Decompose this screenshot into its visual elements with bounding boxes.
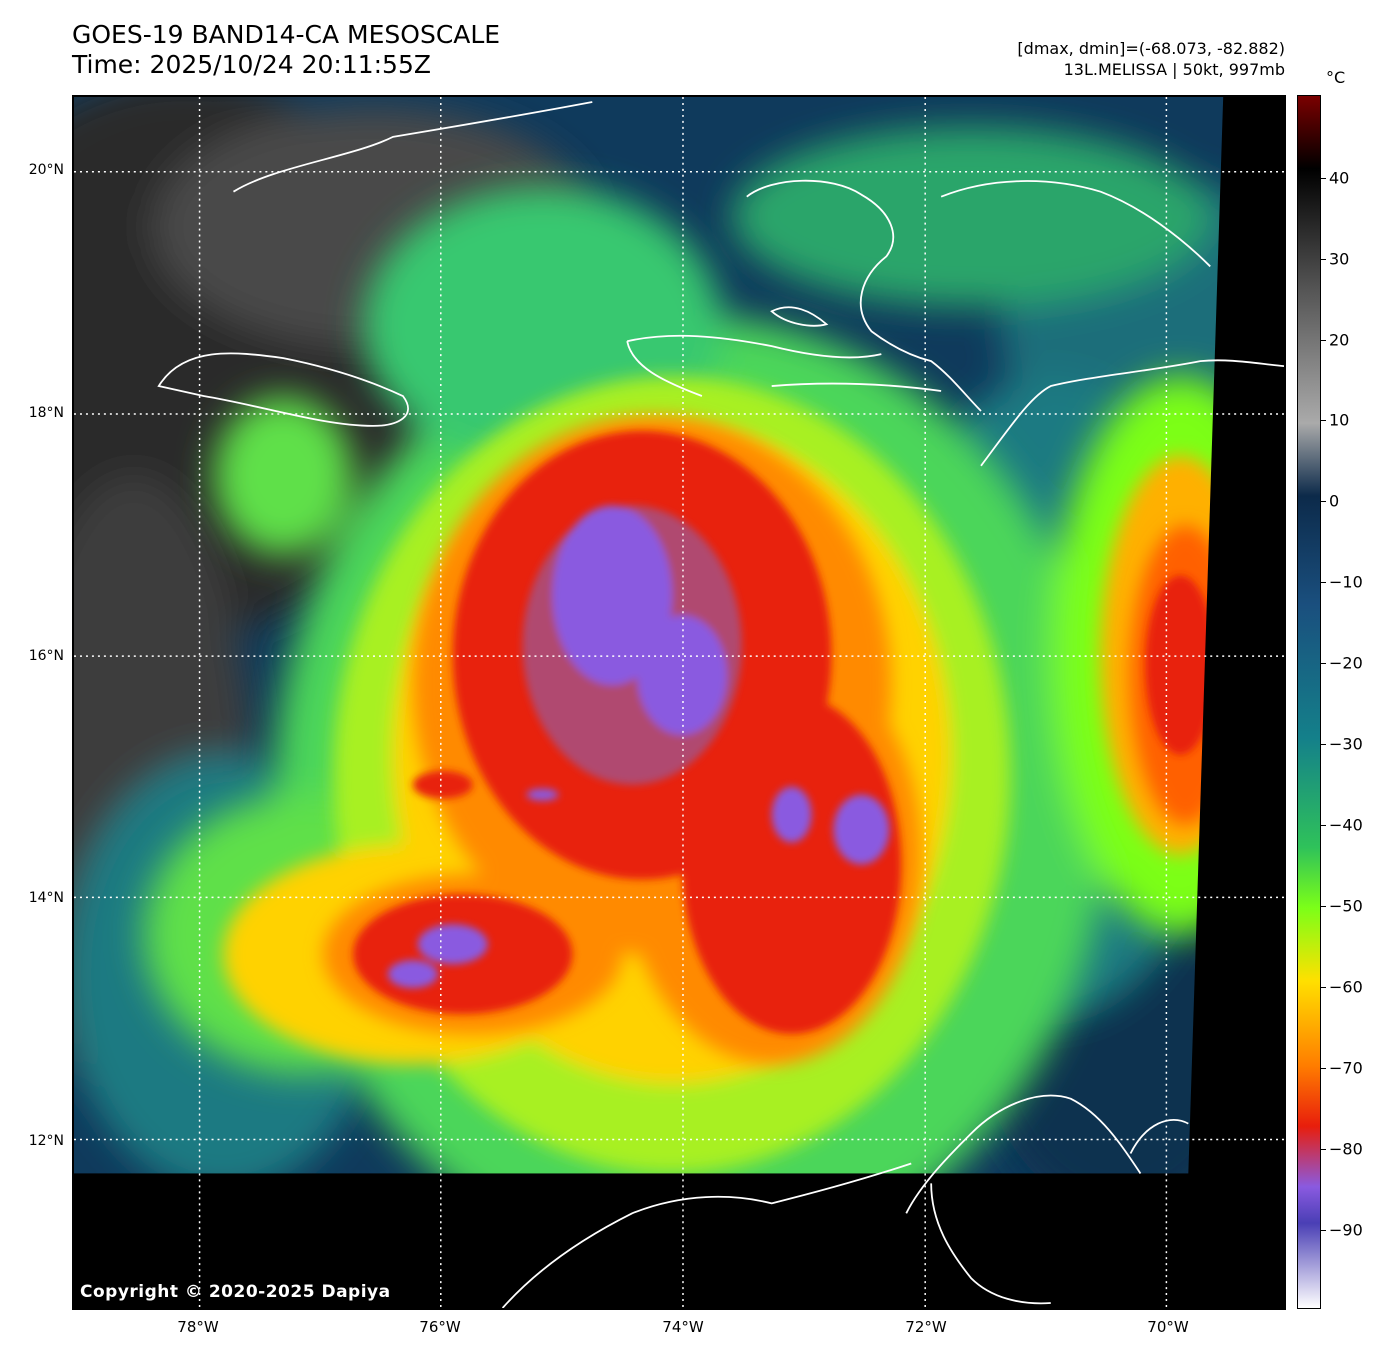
colorbar-tick-mark — [1321, 1068, 1326, 1069]
colorbar-tick-mark — [1321, 744, 1326, 745]
colorbar-tick-label: 0 — [1329, 491, 1340, 511]
colorbar-tick-mark — [1321, 501, 1326, 502]
colorbar-tick-label: −10 — [1329, 572, 1363, 592]
colorbar-tick-mark — [1321, 825, 1326, 826]
colorbar-tick-mark — [1321, 340, 1326, 341]
title-line-product: GOES-19 BAND14-CA MESOSCALE — [72, 20, 501, 49]
colorbar-tick-label: 10 — [1329, 410, 1350, 430]
lat-label-20n: 20°N — [28, 162, 64, 178]
colorbar-tick-mark — [1321, 906, 1326, 907]
colorbar-tick-label: −60 — [1329, 977, 1363, 997]
range-text: [dmax, dmin]=(-68.073, -82.882) — [1017, 39, 1285, 58]
colorbar-tick-label: −80 — [1329, 1139, 1363, 1159]
title-line-time: Time: 2025/10/24 20:11:55Z — [72, 50, 431, 79]
colorbar-tick-label: −40 — [1329, 815, 1363, 835]
colorbar-tick-label: −30 — [1329, 734, 1363, 754]
colorbar-tick-label: −70 — [1329, 1058, 1363, 1078]
colorbar-unit: °C — [1326, 68, 1346, 87]
colorbar-tick-mark — [1321, 259, 1326, 260]
colorbar-tick-label: −50 — [1329, 896, 1363, 916]
lon-label-70w: 70°W — [1147, 1318, 1189, 1336]
colorbar-tick-label: 30 — [1329, 249, 1350, 269]
colorbar-tick-label: 20 — [1329, 330, 1350, 350]
copyright-text: Copyright © 2020-2025 Dapiya — [80, 1282, 391, 1302]
lon-label-78w: 78°W — [177, 1318, 219, 1336]
colorbar-tick-label: 40 — [1329, 168, 1350, 188]
colorbar-tick-label: −20 — [1329, 653, 1363, 673]
lon-label-72w: 72°W — [905, 1318, 947, 1336]
colorbar-tick-label: −90 — [1329, 1220, 1363, 1240]
satellite-imagery — [74, 97, 1284, 1308]
colorbar-tick-mark — [1321, 178, 1326, 179]
colorbar-tick-mark — [1321, 1149, 1326, 1150]
storm-info: [dmax, dmin]=(-68.073, -82.882) 13L.MELI… — [1017, 38, 1285, 80]
lon-label-74w: 74°W — [662, 1318, 704, 1336]
colorbar-tick-mark — [1321, 1230, 1326, 1231]
colorbar-tick-mark — [1321, 663, 1326, 664]
lat-label-12n: 12°N — [28, 1133, 64, 1149]
storm-text: 13L.MELISSA | 50kt, 997mb — [1063, 60, 1285, 79]
lat-label-14n: 14°N — [28, 890, 64, 906]
lon-label-76w: 76°W — [419, 1318, 461, 1336]
colorbar — [1297, 95, 1321, 1309]
colorbar-tick-mark — [1321, 987, 1326, 988]
colorbar-tick-mark — [1321, 582, 1326, 583]
chart-title: GOES-19 BAND14-CA MESOSCALE Time: 2025/1… — [72, 20, 500, 80]
colorbar-tick-mark — [1321, 420, 1326, 421]
satellite-map: Copyright © 2020-2025 Dapiya — [72, 95, 1286, 1310]
lat-label-16n: 16°N — [28, 648, 64, 664]
lat-label-18n: 18°N — [28, 405, 64, 421]
